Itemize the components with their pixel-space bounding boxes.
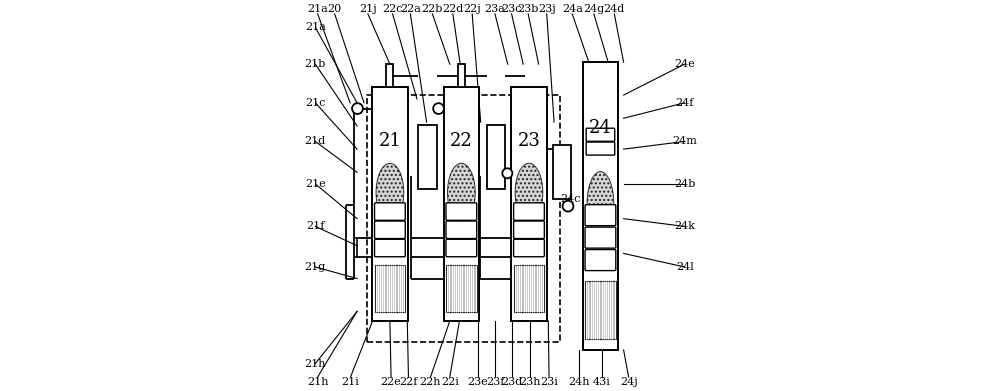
Text: 21j: 21j	[359, 4, 377, 14]
Text: 21h: 21h	[307, 377, 328, 387]
Text: 43i: 43i	[593, 377, 611, 387]
Text: 23c: 23c	[501, 4, 522, 14]
Text: 23h: 23h	[519, 377, 541, 387]
Bar	[372, 87, 408, 321]
FancyBboxPatch shape	[446, 203, 477, 220]
FancyBboxPatch shape	[514, 239, 544, 257]
FancyBboxPatch shape	[375, 239, 405, 257]
Text: 24: 24	[589, 119, 612, 137]
Text: 22f: 22f	[399, 377, 418, 387]
Text: 24b: 24b	[674, 179, 695, 189]
Text: 22e: 22e	[381, 377, 401, 387]
Text: 24m: 24m	[672, 136, 697, 146]
Text: 24a: 24a	[562, 4, 583, 14]
Bar	[446, 265, 477, 312]
FancyBboxPatch shape	[375, 221, 405, 239]
Ellipse shape	[515, 163, 543, 222]
Text: 23b: 23b	[518, 4, 539, 14]
Text: 22i: 22i	[441, 377, 459, 387]
Text: 20: 20	[328, 4, 342, 14]
Text: 21c: 21c	[305, 98, 326, 108]
Text: 22j: 22j	[463, 4, 481, 14]
Text: 22c: 22c	[382, 4, 403, 14]
Ellipse shape	[587, 172, 614, 235]
Text: 24h: 24h	[568, 377, 590, 387]
FancyBboxPatch shape	[446, 239, 477, 257]
Text: 23d: 23d	[501, 377, 522, 387]
Text: 24l: 24l	[676, 262, 694, 272]
Text: 21g: 21g	[305, 262, 326, 272]
FancyBboxPatch shape	[585, 249, 616, 271]
Text: 24d: 24d	[604, 4, 625, 14]
Bar	[553, 145, 571, 199]
Text: 21a: 21a	[305, 22, 326, 32]
FancyBboxPatch shape	[586, 128, 615, 141]
Circle shape	[563, 201, 573, 212]
FancyBboxPatch shape	[514, 203, 544, 220]
Text: 24e: 24e	[674, 59, 695, 69]
Text: 21a: 21a	[307, 4, 328, 14]
Bar	[444, 87, 479, 321]
Bar	[458, 64, 465, 87]
Text: 24g: 24g	[583, 4, 604, 14]
FancyBboxPatch shape	[514, 221, 544, 239]
Bar	[585, 281, 616, 339]
Bar	[511, 87, 547, 321]
FancyBboxPatch shape	[375, 203, 405, 220]
Bar	[367, 95, 560, 342]
Text: 21: 21	[378, 132, 401, 150]
Bar	[487, 125, 505, 189]
Text: 21e: 21e	[305, 179, 326, 189]
Circle shape	[352, 103, 363, 114]
Text: 22a: 22a	[400, 4, 421, 14]
Text: 21d: 21d	[305, 136, 326, 146]
Text: 23: 23	[518, 132, 540, 150]
Text: 21b: 21b	[305, 59, 326, 69]
Text: 23j: 23j	[538, 4, 556, 14]
Bar	[386, 64, 393, 87]
Bar	[375, 265, 405, 312]
Text: 24k: 24k	[674, 221, 695, 231]
Text: 23i: 23i	[540, 377, 558, 387]
Bar	[583, 62, 618, 350]
Text: 21i: 21i	[342, 377, 359, 387]
Ellipse shape	[376, 163, 404, 222]
Text: 23e: 23e	[468, 377, 488, 387]
Text: 24j: 24j	[620, 377, 638, 387]
Text: 21f: 21f	[306, 221, 325, 231]
FancyBboxPatch shape	[585, 204, 616, 226]
Text: 23a: 23a	[485, 4, 505, 14]
Text: 21h: 21h	[305, 359, 326, 369]
Text: 22: 22	[450, 132, 473, 150]
FancyBboxPatch shape	[585, 227, 616, 248]
Text: 22h: 22h	[420, 377, 441, 387]
Ellipse shape	[448, 163, 475, 222]
Bar	[514, 265, 544, 312]
Text: 24c: 24c	[560, 194, 581, 204]
Circle shape	[502, 168, 512, 178]
Text: 24f: 24f	[675, 98, 694, 108]
FancyBboxPatch shape	[446, 221, 477, 239]
Text: 23f: 23f	[486, 377, 504, 387]
Bar	[418, 125, 437, 189]
Text: 22d: 22d	[442, 4, 463, 14]
FancyBboxPatch shape	[586, 142, 615, 155]
Circle shape	[433, 103, 444, 114]
Text: 22b: 22b	[422, 4, 443, 14]
